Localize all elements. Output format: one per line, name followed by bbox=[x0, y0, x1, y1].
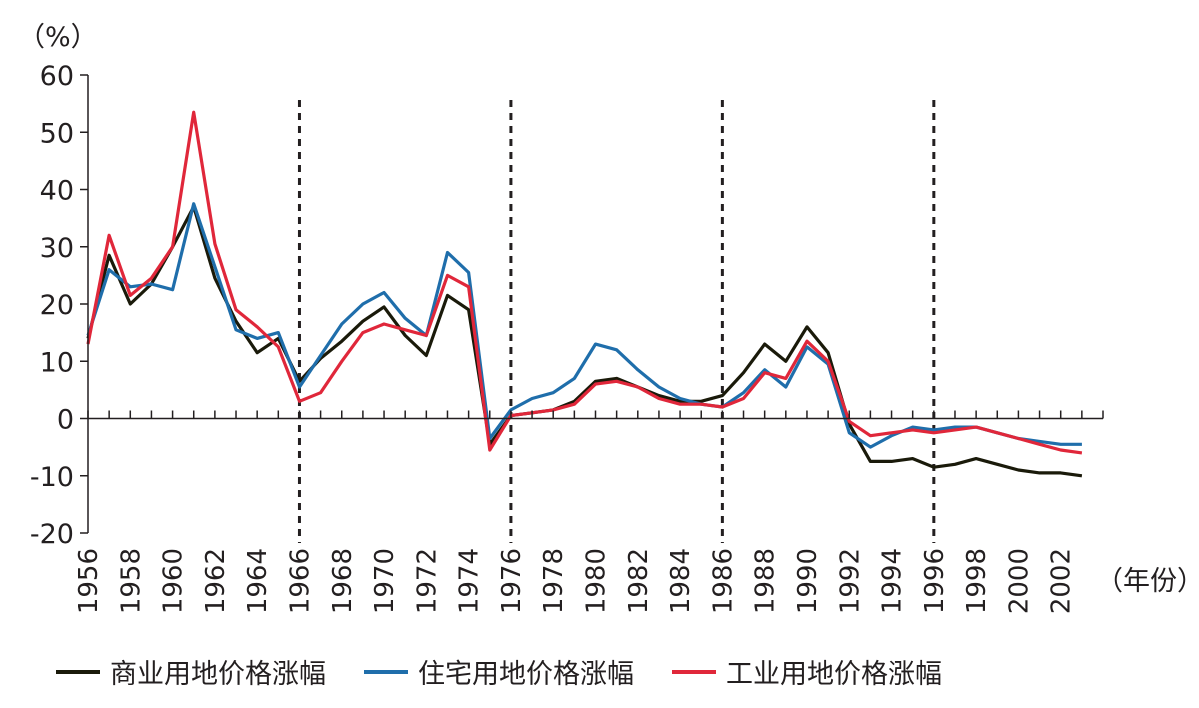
x-tick-label: 1982 bbox=[624, 548, 654, 614]
x-tick-label: 1970 bbox=[370, 548, 400, 614]
legend-item-2: 住宅用地价格涨幅 bbox=[364, 652, 634, 691]
y-tick-label: 60 bbox=[40, 61, 74, 92]
x-tick-label: 1978 bbox=[539, 548, 569, 614]
x-tick-label: 1956 bbox=[74, 548, 104, 614]
x-tick-label: 1972 bbox=[412, 548, 442, 614]
legend-item-1: 商业用地价格涨幅 bbox=[56, 652, 326, 691]
series-line-2 bbox=[86, 202, 1082, 449]
legend-swatch bbox=[672, 669, 716, 674]
y-tick-label: 30 bbox=[40, 233, 74, 264]
legend-swatch bbox=[364, 669, 408, 674]
y-tick-label: 50 bbox=[40, 118, 74, 149]
y-tick-label: 20 bbox=[40, 290, 74, 321]
y-tick-label: 0 bbox=[57, 405, 74, 436]
x-tick-label: 1986 bbox=[708, 548, 738, 614]
legend-swatch bbox=[56, 669, 100, 674]
legend-item-3: 工业用地价格涨幅 bbox=[672, 652, 942, 691]
y-tick-label: 40 bbox=[40, 176, 74, 207]
x-tick-label: 1988 bbox=[751, 548, 781, 614]
x-tick-label: 1964 bbox=[243, 548, 273, 614]
x-tick-label: 1992 bbox=[835, 548, 865, 614]
series-line-1 bbox=[86, 205, 1083, 478]
x-tick-label: 2000 bbox=[1004, 548, 1034, 614]
x-tick-label: 1980 bbox=[582, 548, 612, 614]
x-tick-label: 1966 bbox=[285, 548, 315, 614]
x-tick-label: 1960 bbox=[159, 548, 189, 614]
x-tick-label: 1968 bbox=[328, 548, 358, 614]
y-tick-label: -20 bbox=[30, 519, 74, 550]
x-tick-label: 1994 bbox=[878, 548, 908, 614]
x-tick-label: 1996 bbox=[920, 548, 950, 614]
x-axis-label: （年份） bbox=[1096, 566, 1199, 597]
x-tick-label: 1990 bbox=[793, 548, 823, 614]
y-tick-label: -10 bbox=[30, 462, 74, 493]
x-tick-label: 1976 bbox=[497, 548, 527, 614]
legend-label: 商业用地价格涨幅 bbox=[110, 659, 326, 690]
x-tick-label: 1998 bbox=[962, 548, 992, 614]
y-tick-label: 10 bbox=[40, 347, 74, 378]
x-tick-label: 1974 bbox=[455, 548, 485, 614]
x-tick-label: 2002 bbox=[1047, 548, 1077, 614]
x-tick-label: 1958 bbox=[116, 548, 146, 614]
series-line-3 bbox=[86, 110, 1083, 455]
x-tick-label: 1984 bbox=[666, 548, 696, 614]
y-unit-label: （%） bbox=[18, 22, 98, 53]
x-tick-label: 1962 bbox=[201, 548, 231, 614]
legend-label: 工业用地价格涨幅 bbox=[726, 659, 942, 690]
legend-label: 住宅用地价格涨幅 bbox=[418, 659, 634, 690]
legend: 商业用地价格涨幅 住宅用地价格涨幅 工业用地价格涨幅 bbox=[56, 652, 980, 691]
